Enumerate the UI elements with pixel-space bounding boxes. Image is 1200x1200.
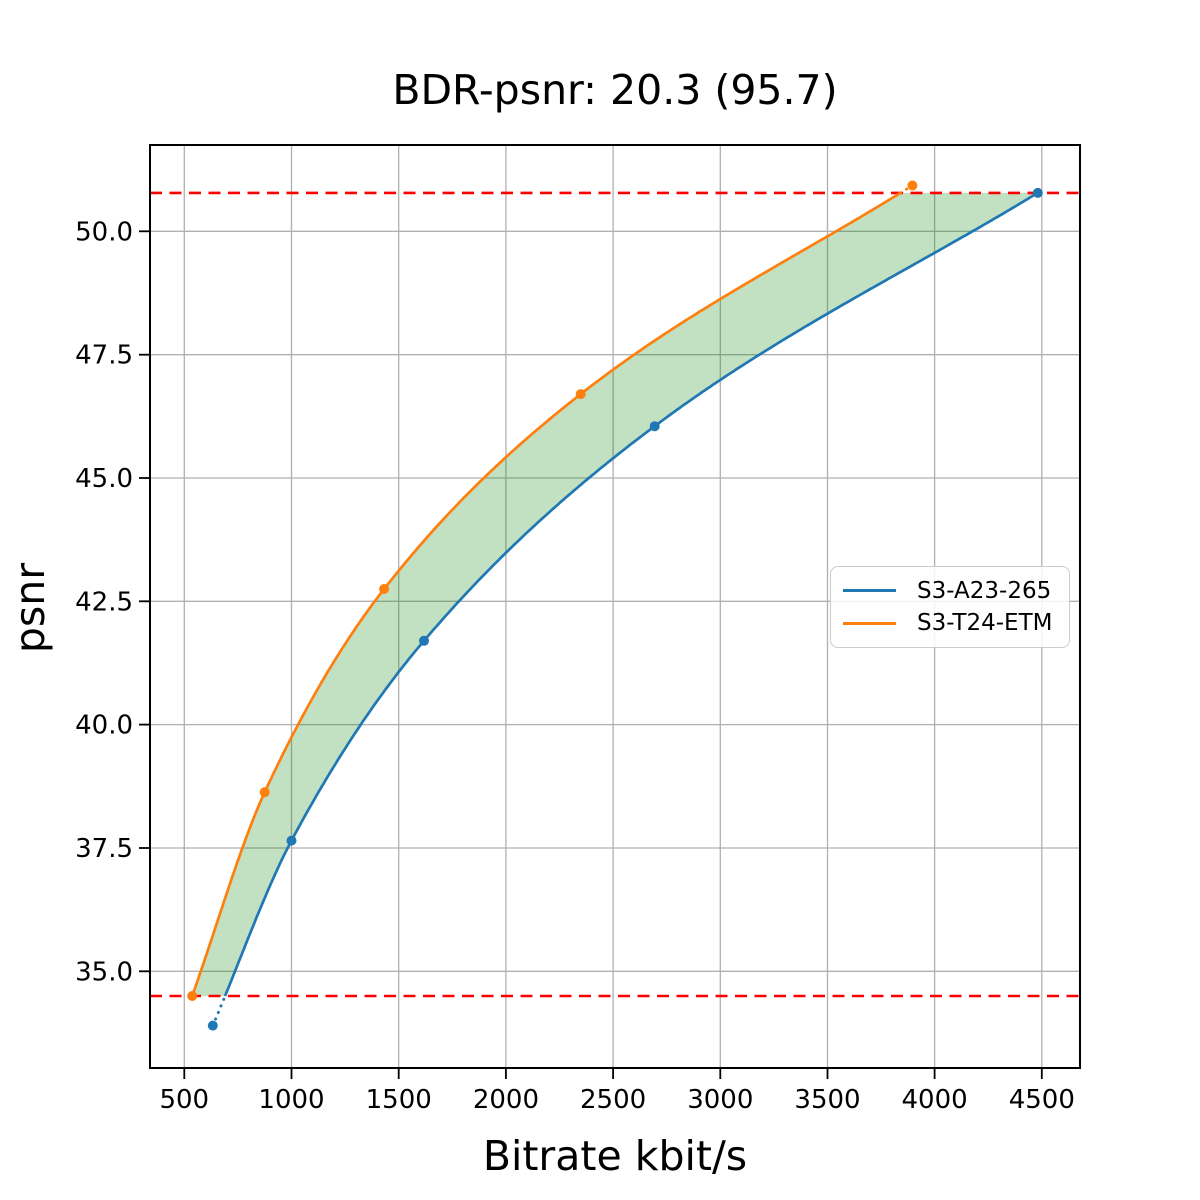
series-curve-1 <box>190 184 914 997</box>
x-tick-label: 3500 <box>794 1085 860 1115</box>
y-axis-ticks: 35.0 37.5 40.0 42.5 45.0 47.5 50.0 <box>75 217 150 987</box>
legend-item: S3-A23-265 <box>831 578 1069 604</box>
x-tick-label: 4000 <box>902 1085 968 1115</box>
legend-line-sample-series-0 <box>843 589 896 593</box>
y-tick-label: 47.5 <box>75 341 133 371</box>
chart-title: BDR-psnr: 20.3 (95.7) <box>392 66 838 114</box>
x-tick-label: 1000 <box>258 1085 324 1115</box>
y-tick-label: 45.0 <box>75 464 133 494</box>
y-tick-label: 40.0 <box>75 711 133 741</box>
legend-label: S3-T24-ETM <box>917 610 1053 637</box>
y-tick-label: 42.5 <box>75 587 133 617</box>
x-tick-label: 2000 <box>473 1085 539 1115</box>
series-markers-0 <box>207 187 1043 1031</box>
x-axis-ticks: 500 1000 1500 2000 2500 3000 3500 4000 4500 <box>159 1068 1075 1115</box>
x-axis-label: Bitrate kbit/s <box>482 1132 748 1180</box>
x-tick-label: 4500 <box>1009 1085 1075 1115</box>
legend-label: S3-A23-265 <box>917 577 1052 604</box>
legend: S3-A23-265 S3-T24-ETM <box>830 566 1070 648</box>
x-tick-label: 1500 <box>366 1085 432 1115</box>
series-curve-0 <box>211 191 1039 1028</box>
plot-border <box>149 144 1081 1069</box>
y-tick-label: 35.0 <box>75 957 133 987</box>
series-markers-1 <box>187 180 918 1001</box>
x-tick-label: 500 <box>159 1085 209 1115</box>
y-tick-label: 37.5 <box>75 834 133 864</box>
x-tick-label: 3000 <box>687 1085 753 1115</box>
legend-line-sample-series-1 <box>843 621 896 625</box>
legend-item: S3-T24-ETM <box>831 610 1069 636</box>
y-axis-label: psnr <box>6 562 54 654</box>
x-tick-label: 2500 <box>580 1085 646 1115</box>
y-tick-label: 50.0 <box>75 217 133 247</box>
